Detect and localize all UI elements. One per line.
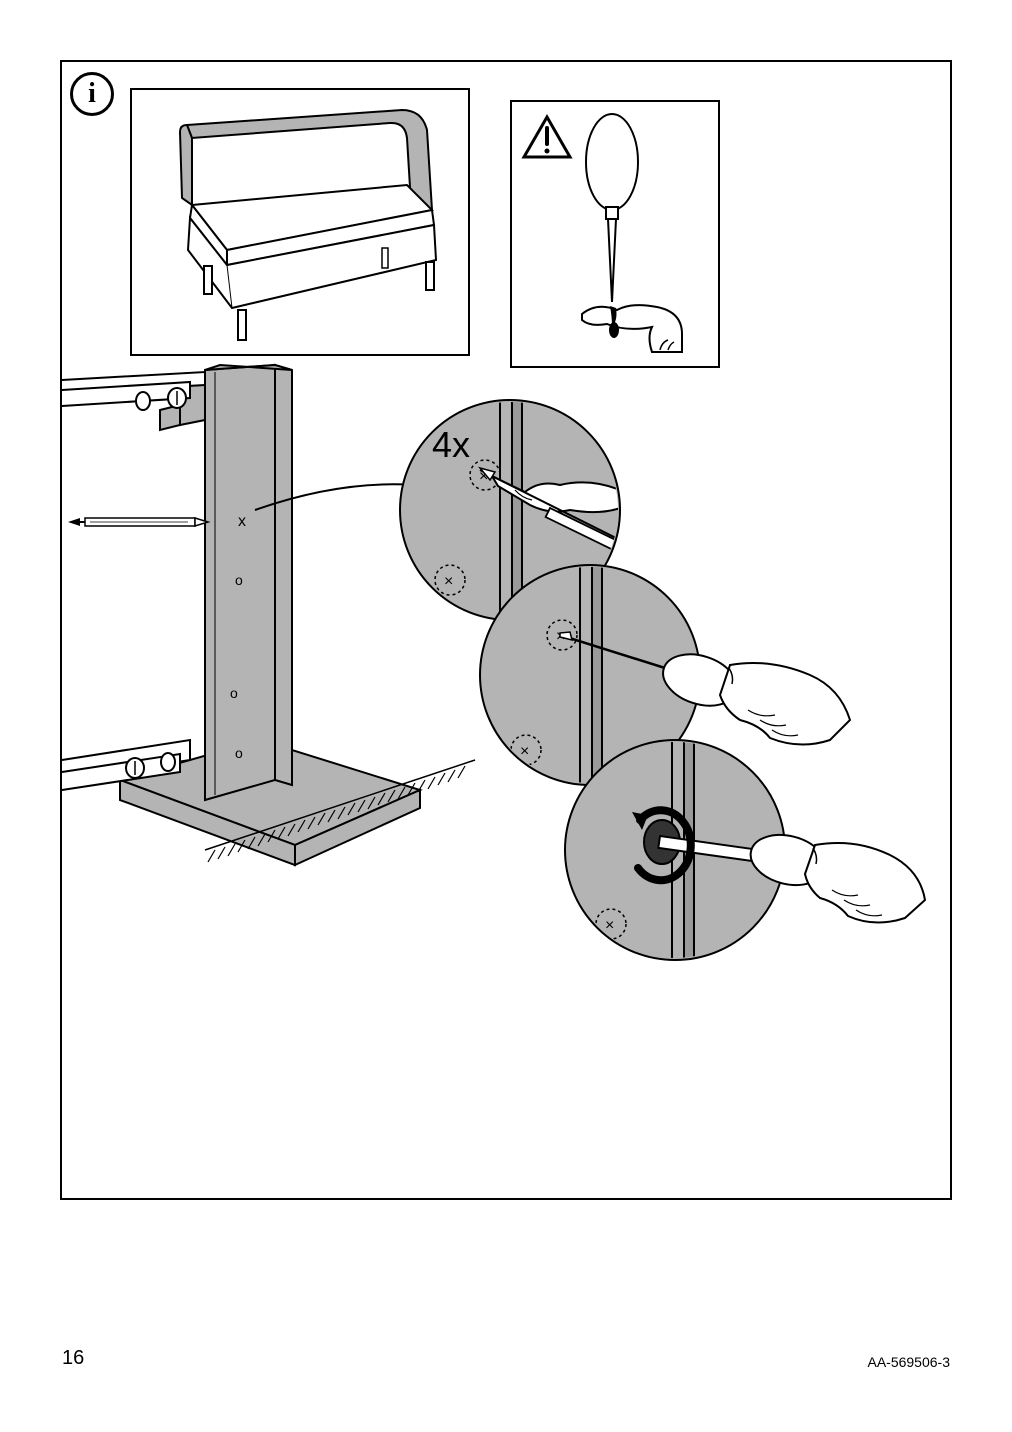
svg-text:x: x <box>238 513 246 530</box>
quantity-label: 4x <box>432 424 470 466</box>
svg-text:o: o <box>230 685 238 701</box>
info-symbol: i <box>88 78 96 110</box>
document-number: AA-569506-3 <box>867 1354 950 1370</box>
svg-text:o: o <box>235 572 243 588</box>
svg-text:×: × <box>605 917 614 934</box>
page-number: 16 <box>62 1347 84 1370</box>
info-icon: i <box>70 72 114 116</box>
svg-text:×: × <box>520 743 529 760</box>
svg-text:×: × <box>444 573 453 590</box>
svg-text:o: o <box>235 745 243 761</box>
assembly-diagram: x o o o × × <box>60 60 952 1200</box>
